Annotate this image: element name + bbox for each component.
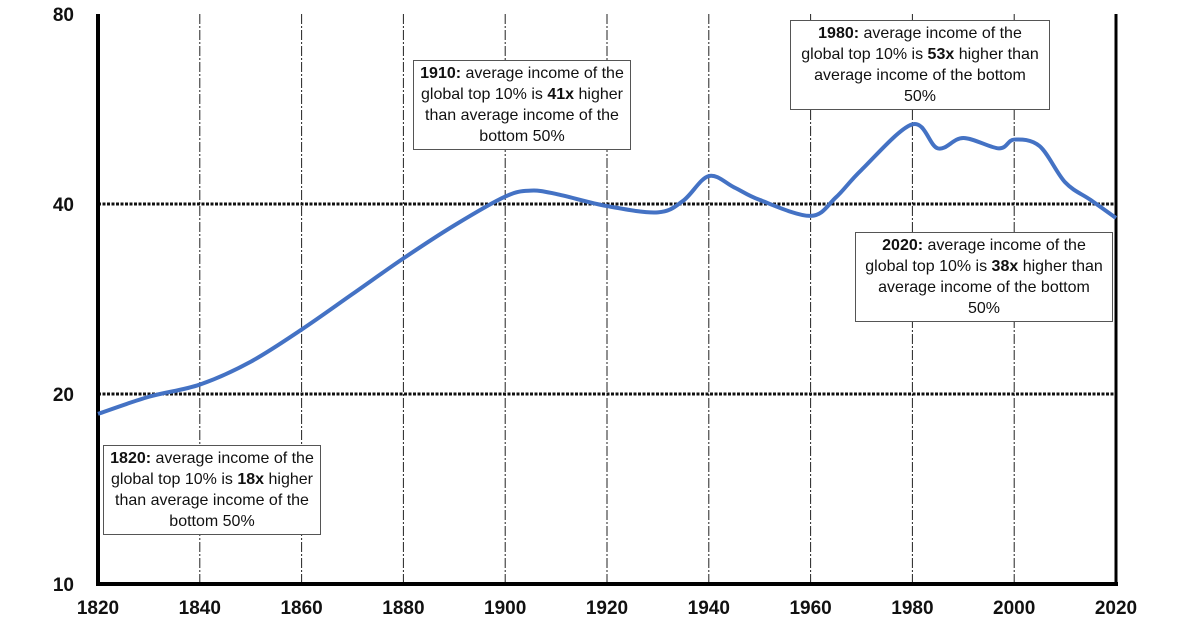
annotation-text: 41x	[547, 86, 575, 103]
annotation-1910: 1910: average income of the global top 1…	[413, 60, 631, 150]
series-line	[97, 122, 1118, 416]
annotation-text: average income of the global top 10% is	[801, 25, 1022, 63]
annotation-text: 2020:	[882, 237, 924, 254]
x-tick-label: 1860	[280, 598, 322, 619]
annotation-text: average income of the global top 10% is	[865, 237, 1086, 275]
annotation-text: 18x	[237, 471, 265, 488]
annotation-text: higher than average income of the bottom…	[814, 46, 1039, 105]
x-tick-label: 1940	[688, 598, 730, 619]
y-tick-label: 80	[53, 5, 74, 26]
y-tick-label: 10	[53, 575, 74, 596]
annotation-2020: 2020: average income of the global top 1…	[855, 232, 1113, 322]
x-tick-label: 1820	[77, 598, 119, 619]
y-tick-label: 40	[53, 195, 74, 216]
annotation-text: 53x	[927, 46, 955, 63]
x-tick-label: 1840	[179, 598, 221, 619]
annotation-text: 1980:	[818, 25, 860, 42]
annotation-1820: 1820: average income of the global top 1…	[103, 445, 321, 535]
annotation-text: higher than average income of the bottom…	[115, 471, 313, 530]
x-tick-label: 1900	[484, 598, 526, 619]
annotation-text: average income of the global top 10% is	[421, 65, 624, 103]
x-tick-label: 2020	[1095, 598, 1137, 619]
x-tick-label: 1960	[789, 598, 831, 619]
annotation-text: 38x	[991, 258, 1019, 275]
x-tick-label: 2000	[993, 598, 1035, 619]
annotation-text: 1820:	[110, 450, 152, 467]
y-tick-label: 20	[53, 385, 74, 406]
annotation-text: higher than average income of the bottom…	[878, 258, 1103, 317]
annotation-text: higher than average income of the bottom…	[425, 86, 623, 145]
x-tick-label: 1980	[891, 598, 933, 619]
x-tick-label: 1920	[586, 598, 628, 619]
annotation-text: average income of the global top 10% is	[111, 450, 314, 488]
annotation-text: 1910:	[420, 65, 462, 82]
x-tick-label: 1880	[382, 598, 424, 619]
annotation-1980: 1980: average income of the global top 1…	[790, 20, 1050, 110]
